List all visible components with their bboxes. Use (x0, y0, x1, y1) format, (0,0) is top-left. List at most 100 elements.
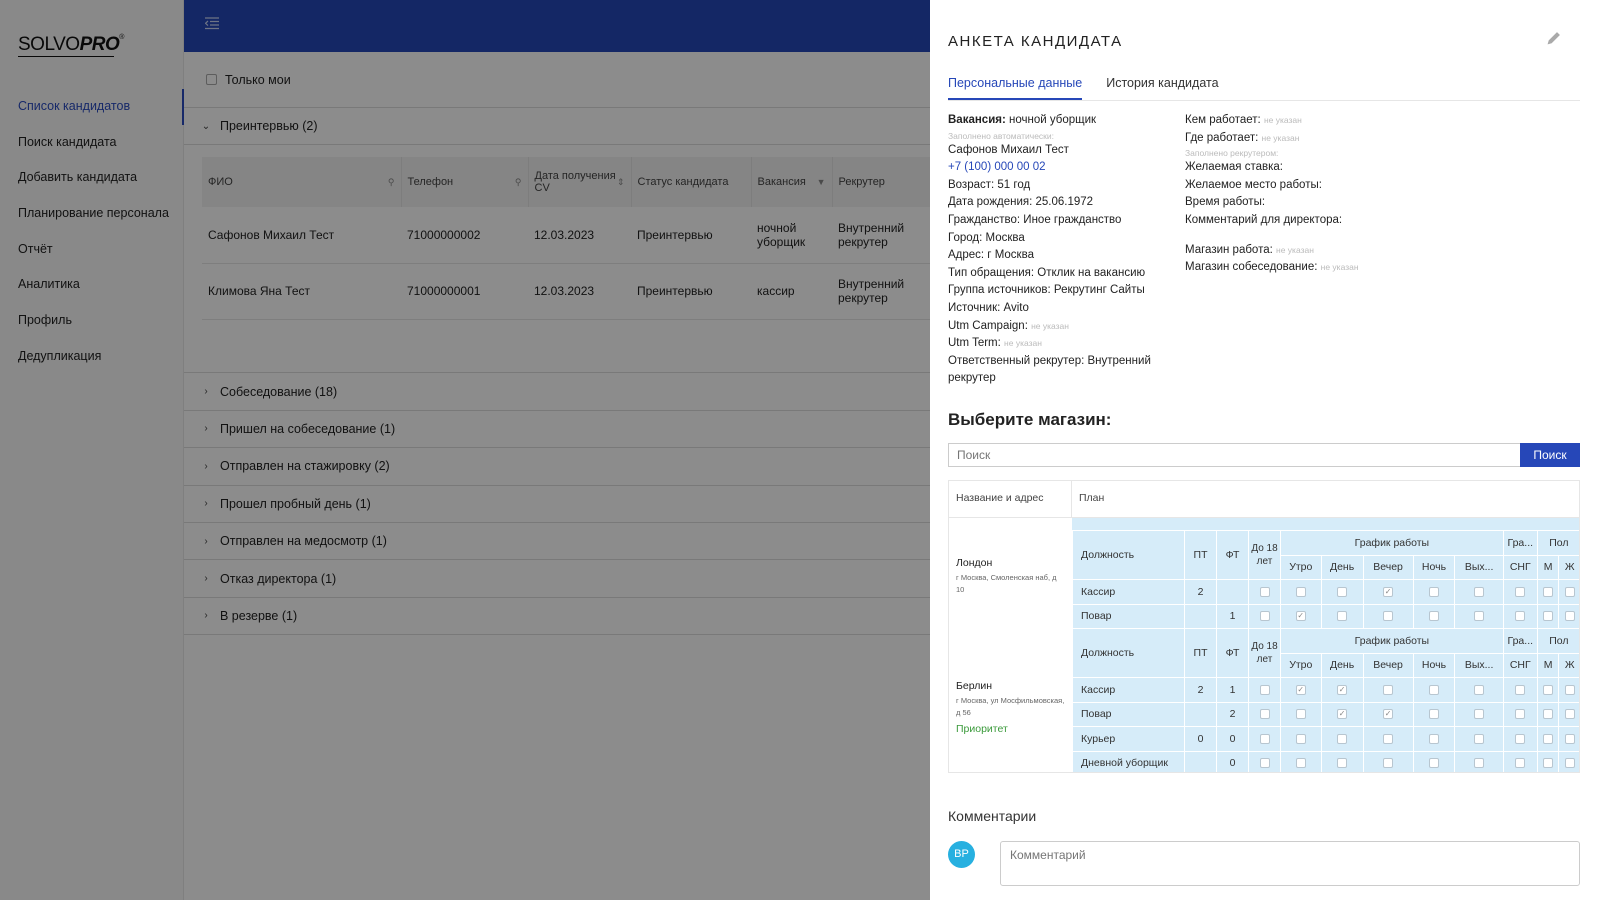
checkbox[interactable] (1337, 758, 1348, 769)
table-row[interactable]: Климова Яна Тест 71000000001 12.03.2023 … (202, 263, 932, 320)
tab-personal-data[interactable]: Персональные данные (948, 70, 1083, 100)
sidebar-item-0[interactable]: Список кандидатов (0, 89, 184, 125)
checkbox[interactable] (1383, 684, 1394, 695)
checkbox[interactable] (1564, 586, 1575, 597)
group-collapsed[interactable]: › Собеседование (18) (184, 373, 930, 411)
checkbox[interactable] (1543, 733, 1554, 744)
search-icon[interactable]: ⚲ (514, 177, 522, 188)
checkbox[interactable] (1428, 611, 1439, 622)
checkbox[interactable] (1543, 611, 1554, 622)
checkbox[interactable] (1543, 684, 1554, 695)
checkbox[interactable] (1564, 758, 1575, 769)
sidebar: SOLVOPRO® Список кандидатов Поиск кандида… (0, 0, 184, 900)
checkbox[interactable] (1428, 733, 1439, 744)
only-mine-checkbox[interactable] (206, 74, 217, 85)
group-collapsed[interactable]: › Отправлен на медосмотр (1) (184, 523, 930, 561)
checkbox[interactable] (1337, 586, 1348, 597)
checkbox[interactable] (1515, 684, 1526, 695)
checkbox[interactable] (1543, 709, 1554, 720)
col-fio[interactable]: ФИО ⚲ (202, 157, 402, 208)
checkbox[interactable] (1474, 709, 1485, 720)
col-phone[interactable]: Телефон ⚲ (401, 157, 529, 208)
group-collapsed[interactable]: › Прошел пробный день (1) (184, 486, 930, 523)
checkbox[interactable] (1564, 611, 1575, 622)
checkbox[interactable] (1428, 684, 1439, 695)
modal-backdrop[interactable] (0, 0, 930, 900)
only-mine-filter[interactable]: Только мои (184, 52, 930, 108)
checkbox[interactable] (1383, 733, 1394, 744)
checkbox[interactable] (1428, 758, 1439, 769)
col-vacancy[interactable]: Вакансия ▼ (751, 157, 833, 208)
grid-cell-check: ✓ (1320, 701, 1364, 727)
group-collapsed[interactable]: › Пришел на собеседование (1) (184, 411, 930, 449)
col-recruiter[interactable]: Рекрутер (832, 157, 932, 208)
table-row[interactable]: Сафонов Михаил Тест 71000000002 12.03.20… (202, 207, 932, 264)
store-info[interactable]: Лондон г Москва, Смоленская наб, д 10 (949, 530, 1072, 628)
checkbox[interactable] (1295, 586, 1306, 597)
checkbox[interactable] (1428, 586, 1439, 597)
grid-cell-position: Кассир (1072, 677, 1185, 703)
logo[interactable]: SOLVOPRO® (18, 34, 124, 56)
checkbox[interactable]: ✓ (1337, 684, 1348, 695)
store-search-input[interactable] (948, 443, 1520, 467)
sidebar-item-3[interactable]: Планирование персонала (18, 206, 169, 221)
checkbox[interactable] (1474, 611, 1485, 622)
sidebar-item-2[interactable]: Добавить кандидата (18, 170, 138, 185)
checkbox[interactable] (1564, 733, 1575, 744)
checkbox[interactable] (1259, 611, 1270, 622)
sidebar-item-5[interactable]: Аналитика (18, 277, 80, 292)
col-status[interactable]: Статус кандидата (631, 157, 752, 208)
checkbox[interactable] (1515, 709, 1526, 720)
checkbox[interactable] (1515, 758, 1526, 769)
sidebar-item-4[interactable]: Отчёт (18, 241, 53, 256)
checkbox[interactable] (1515, 586, 1526, 597)
sidebar-item-6[interactable]: Профиль (18, 313, 72, 328)
checkbox[interactable] (1259, 758, 1270, 769)
checkbox[interactable]: ✓ (1337, 709, 1348, 720)
choose-store-title: Выберите магазин: (948, 410, 1112, 429)
checkbox[interactable] (1259, 733, 1270, 744)
checkbox[interactable] (1428, 709, 1439, 720)
group-collapsed[interactable]: › Отказ директора (1) (184, 560, 930, 598)
checkbox[interactable] (1543, 586, 1554, 597)
checkbox[interactable] (1474, 684, 1485, 695)
checkbox[interactable] (1383, 758, 1394, 769)
sort-icon[interactable]: ⇕ (616, 177, 625, 188)
checkbox[interactable]: ✓ (1295, 684, 1306, 695)
search-icon[interactable]: ⚲ (387, 177, 395, 188)
checkbox[interactable] (1259, 684, 1270, 695)
sidebar-item-1[interactable]: Поиск кандидата (18, 134, 117, 149)
candidate-phone-link[interactable]: +7 (100) 000 00 02 (948, 161, 1046, 174)
checkbox[interactable] (1337, 611, 1348, 622)
col-cv-date[interactable]: Дата получения CV ⇕ (528, 157, 632, 208)
checkbox[interactable] (1383, 611, 1394, 622)
checkbox[interactable]: ✓ (1383, 709, 1394, 720)
filter-icon[interactable]: ▼ (816, 177, 826, 188)
checkbox[interactable] (1515, 733, 1526, 744)
checkbox[interactable] (1259, 709, 1270, 720)
checkbox[interactable] (1474, 733, 1485, 744)
store-info[interactable]: Берлин г Москва, ул Мосфильмовская, д 56 П… (949, 628, 1072, 772)
checkbox[interactable] (1564, 709, 1575, 720)
checkbox[interactable]: ✓ (1295, 611, 1306, 622)
checkbox[interactable] (1564, 684, 1575, 695)
checkbox[interactable] (1543, 758, 1554, 769)
group-preinterview[interactable]: ⌄ Преинтервью (2) (184, 108, 930, 146)
tab-candidate-history[interactable]: История кандидата (1106, 76, 1219, 90)
comment-input[interactable] (1000, 841, 1580, 886)
pencil-icon[interactable] (1546, 30, 1562, 46)
checkbox[interactable] (1474, 758, 1485, 769)
group-collapsed[interactable]: › Отправлен на стажировку (2) (184, 448, 930, 486)
menu-collapse-icon[interactable] (205, 17, 219, 30)
checkbox[interactable] (1474, 586, 1485, 597)
checkbox[interactable]: ✓ (1383, 586, 1394, 597)
checkbox[interactable] (1295, 709, 1306, 720)
checkbox[interactable] (1295, 758, 1306, 769)
group-collapsed[interactable]: › В резерве (1) (184, 598, 930, 636)
sidebar-item-7[interactable]: Дедупликация (18, 348, 102, 363)
checkbox[interactable] (1295, 733, 1306, 744)
checkbox[interactable] (1515, 611, 1526, 622)
checkbox[interactable] (1337, 733, 1348, 744)
checkbox[interactable] (1259, 586, 1270, 597)
store-search-button[interactable]: Поиск (1520, 443, 1580, 467)
